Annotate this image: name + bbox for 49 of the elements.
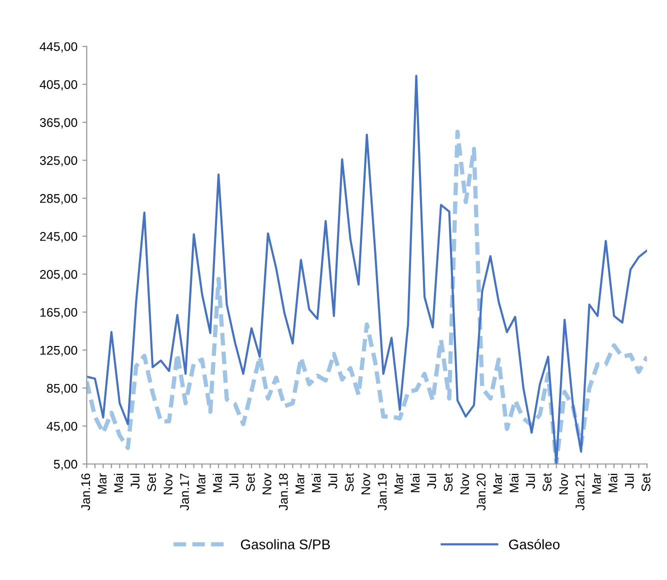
- x-tick-label: Jul: [426, 474, 436, 489]
- x-tick-label: Set: [147, 473, 156, 492]
- y-tick-label: 245,00: [40, 232, 78, 242]
- x-tick-label: Mai: [410, 474, 420, 492]
- y-tick-label: 5,00: [54, 460, 78, 470]
- x-tick-label: Jul: [130, 474, 140, 489]
- x-tick-label: Nov: [460, 473, 470, 494]
- y-tick-label: 325,00: [40, 156, 78, 166]
- x-tick-label: Jul: [624, 474, 634, 489]
- x-tick-label: Mar: [296, 473, 304, 494]
- y-tick-label: 85,00: [46, 384, 78, 394]
- x-tick-label: Set: [444, 473, 453, 492]
- x-tick-label: Nov: [262, 473, 272, 494]
- x-tick-label: Nov: [559, 473, 568, 494]
- x-tick-label: Mai: [312, 474, 321, 492]
- x-tick-label: Mar: [196, 473, 206, 494]
- x-tick-label: Mar: [394, 473, 404, 494]
- y-tick-label: 165,00: [40, 308, 78, 318]
- x-tick-label: Mar: [493, 473, 502, 494]
- y-tick-label: 365,00: [40, 118, 78, 128]
- y-tick-label: 45,00: [46, 422, 78, 432]
- x-tick-label: Jan.16: [81, 474, 90, 510]
- legend-label: Gasolina S/PB: [240, 539, 330, 550]
- x-tick-label: Jan.20: [476, 474, 486, 510]
- y-tick-label: 205,00: [40, 270, 78, 280]
- x-tick-label: Set: [641, 473, 650, 492]
- x-tick-label: Jul: [328, 474, 338, 489]
- x-tick-label: Set: [344, 473, 354, 492]
- x-tick-label: Mai: [509, 474, 519, 492]
- x-tick-label: Mar: [592, 473, 601, 494]
- x-tick-label: Set: [542, 473, 552, 492]
- x-tick-label: Jul: [229, 474, 238, 489]
- y-tick-label: 445,00: [40, 42, 78, 53]
- x-tick-label: Mar: [98, 473, 107, 494]
- x-tick-label: Mai: [212, 474, 222, 492]
- x-tick-label: Jan.18: [278, 474, 288, 510]
- x-tick-label: Jan.17: [180, 474, 189, 510]
- x-tick-label: Mai: [114, 474, 124, 492]
- x-tick-label: Jul: [526, 474, 535, 489]
- y-tick-label: 285,00: [40, 194, 78, 204]
- x-tick-label: Set: [246, 473, 255, 492]
- x-tick-label: Jan.21: [576, 474, 584, 510]
- x-tick-label: Mai: [608, 474, 618, 492]
- x-tick-label: Nov: [361, 473, 370, 494]
- y-tick-label: 125,00: [40, 346, 78, 356]
- legend-label: Gasóleo: [509, 538, 560, 550]
- x-tick-label: Nov: [164, 473, 172, 494]
- y-tick-label: 405,00: [40, 80, 78, 90]
- x-tick-label: Jan.19: [378, 474, 387, 510]
